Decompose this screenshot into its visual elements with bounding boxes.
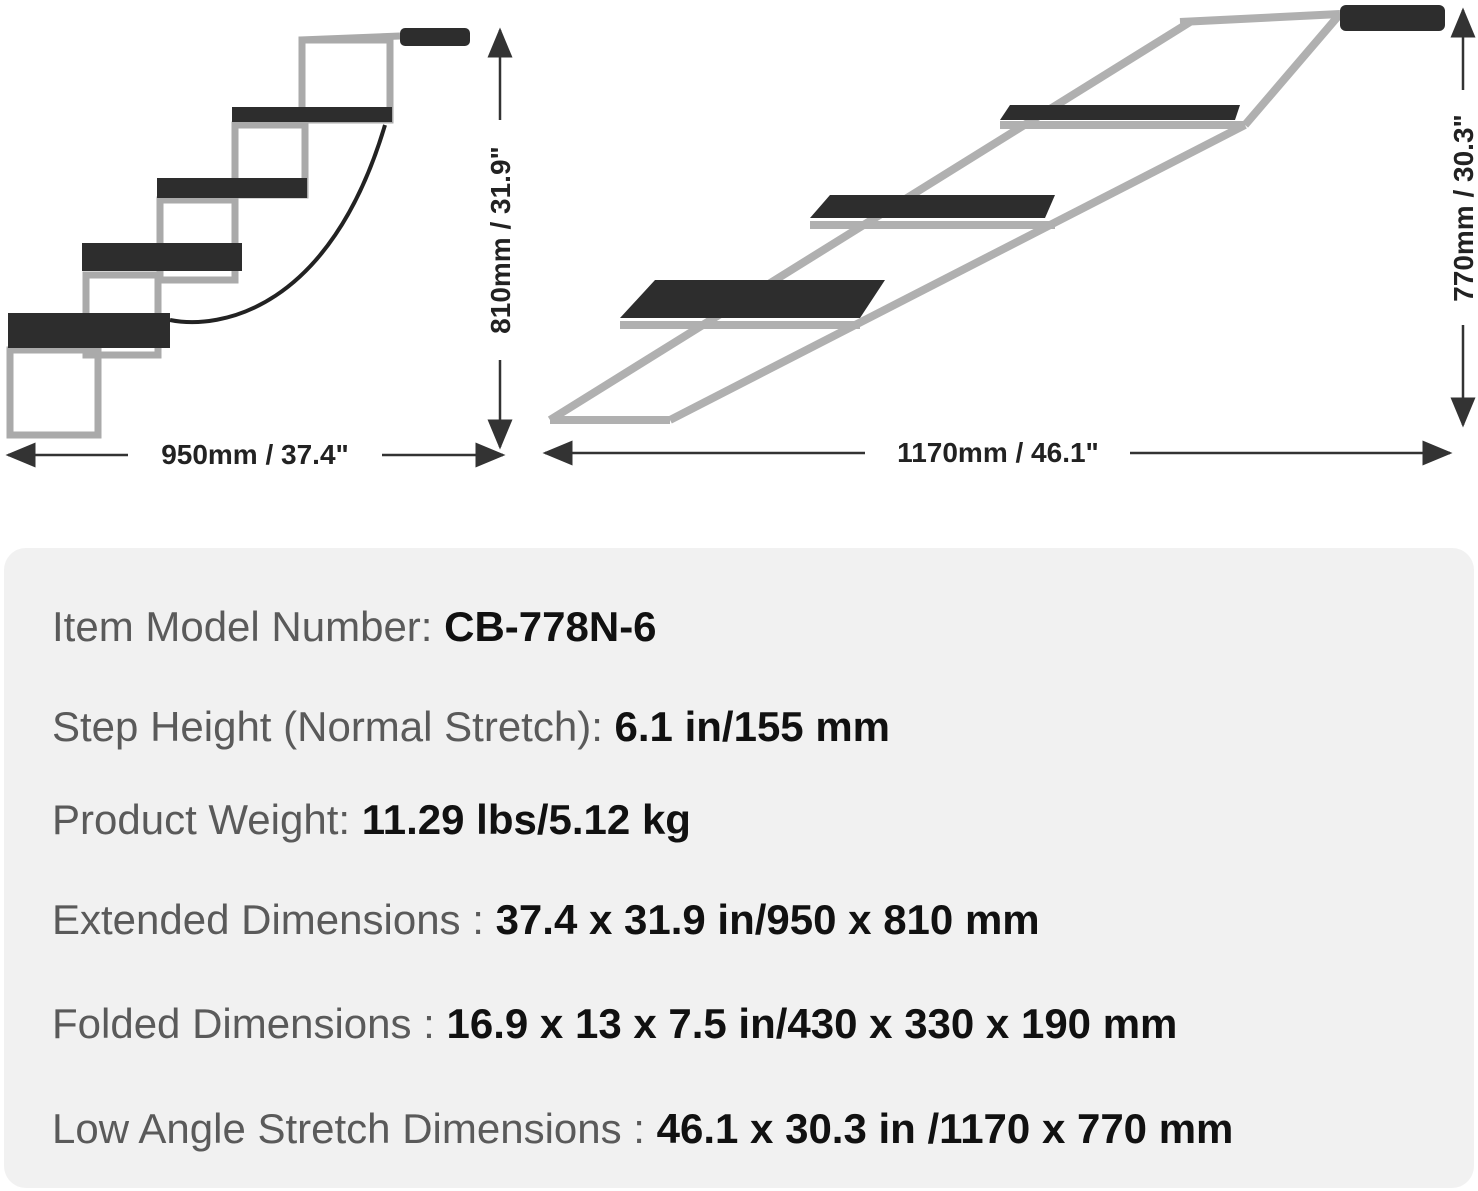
spec-value: 37.4 x 31.9 in/950 x 810 mm (495, 896, 1040, 943)
spec-label: Low Angle Stretch Dimensions : (52, 1105, 657, 1152)
dimension-lines (5, 7, 1476, 468)
spec-panel: Item Model Number: CB-778N-6 Step Height … (4, 548, 1474, 1188)
spec-row: Step Height (Normal Stretch): 6.1 in/155… (52, 706, 890, 748)
spec-label: Extended Dimensions : (52, 896, 496, 943)
spec-label: Item Model Number: (52, 603, 445, 650)
spec-label: Product Weight: (52, 796, 362, 843)
dimension-label: 810mm / 31.9" (485, 146, 516, 334)
dimension-label: 950mm / 37.4" (161, 439, 349, 470)
spec-label: Folded Dimensions : (52, 1000, 447, 1047)
dimension-label: 1170mm / 46.1" (897, 437, 1099, 468)
right-treads (620, 5, 1445, 318)
left-treads (8, 28, 470, 348)
spec-row: Extended Dimensions : 37.4 x 31.9 in/950… (52, 899, 1040, 941)
spec-row: Item Model Number: CB-778N-6 (52, 606, 657, 648)
drawings: 950mm / 37.4" 810mm / 31.9" 1170mm / 46.… (5, 5, 1478, 470)
strap (169, 124, 387, 325)
spec-row: Low Angle Stretch Dimensions : 46.1 x 30… (52, 1108, 1233, 1150)
dimension-label: 770mm / 30.3" (1448, 114, 1478, 302)
spec-label: Step Height (Normal Stretch): (52, 703, 615, 750)
spec-value: CB-778N-6 (444, 603, 657, 650)
spec-value: 46.1 x 30.3 in /1170 x 770 mm (656, 1105, 1234, 1152)
spec-row: Folded Dimensions : 16.9 x 13 x 7.5 in/4… (52, 1003, 1177, 1045)
spec-value: 16.9 x 13 x 7.5 in/430 x 330 x 190 mm (446, 1000, 1178, 1047)
spec-value: 6.1 in/155 mm (614, 703, 891, 750)
left-stairs (6, 32, 401, 439)
spec-row: Product Weight: 11.29 lbs/5.12 kg (52, 799, 691, 841)
right-ramp (547, 10, 1344, 424)
spec-value: 11.29 lbs/5.12 kg (361, 796, 691, 843)
